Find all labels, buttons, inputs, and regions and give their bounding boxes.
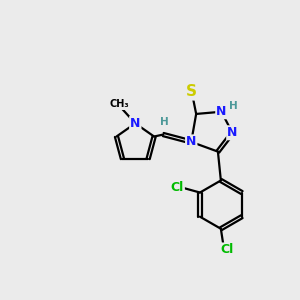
Text: CH₃: CH₃ <box>109 99 129 109</box>
Text: S: S <box>186 84 197 99</box>
Text: N: N <box>186 135 196 148</box>
Text: H: H <box>229 101 238 111</box>
Text: N: N <box>227 126 238 139</box>
Text: N: N <box>130 117 140 130</box>
Text: Cl: Cl <box>220 244 233 256</box>
Text: H: H <box>160 117 169 127</box>
Text: Cl: Cl <box>171 181 184 194</box>
Text: N: N <box>216 105 226 118</box>
